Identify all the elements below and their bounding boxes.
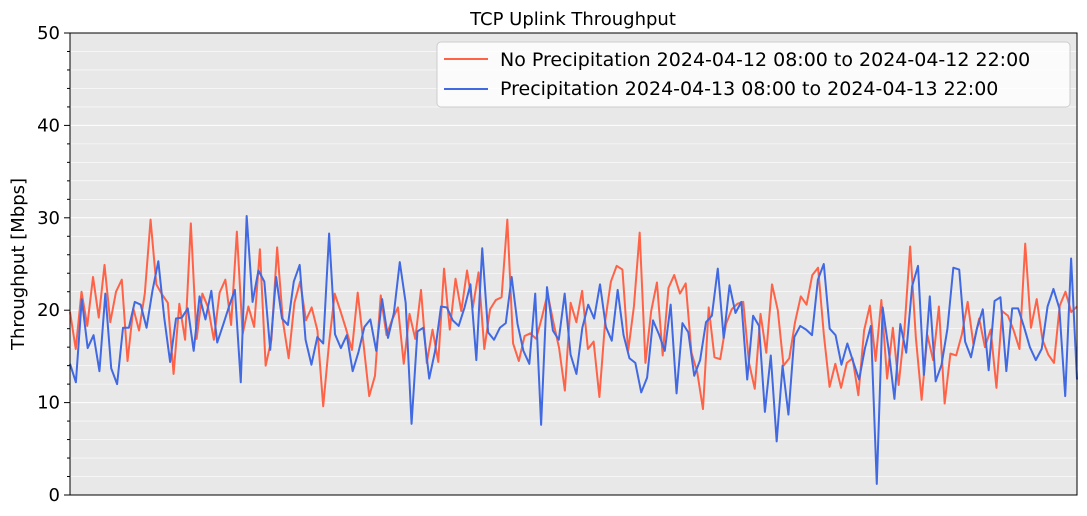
y-axis-label: Throughput [Mbps] <box>8 178 29 351</box>
y-axis-ticks: 0 10 20 30 40 50 <box>37 23 70 506</box>
y-tick-label: 40 <box>37 115 60 136</box>
y-tick-label: 30 <box>37 208 60 229</box>
y-tick-label: 20 <box>37 300 60 321</box>
legend-label-precipitation: Precipitation 2024-04-13 08:00 to 2024-0… <box>500 78 998 100</box>
series-lines <box>69 214 1078 485</box>
legend-label-no-precipitation: No Precipitation 2024-04-12 08:00 to 202… <box>500 49 1030 71</box>
y-tick-label: 10 <box>37 393 60 414</box>
series-line-precipitation <box>69 214 1078 485</box>
plot-frame <box>69 32 1078 496</box>
y-tick-label: 0 <box>49 485 60 506</box>
series-line-no-precipitation <box>69 218 1078 411</box>
y-tick-label: 50 <box>37 23 60 44</box>
chart-title: TCP Uplink Throughput <box>469 9 676 30</box>
legend: No Precipitation 2024-04-12 08:00 to 202… <box>436 41 1071 108</box>
legend-box <box>436 41 1071 108</box>
